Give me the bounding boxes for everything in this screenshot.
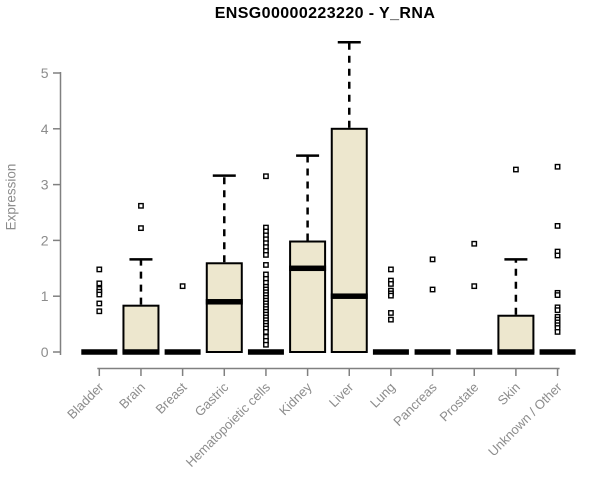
box-rect: [205, 262, 243, 354]
outlier-point: [554, 292, 561, 298]
flat-box: [372, 349, 409, 355]
x-tick-label: Kidney: [276, 379, 315, 418]
flat-box: [414, 349, 451, 355]
outlier-point: [96, 291, 103, 298]
outlier-point: [96, 308, 103, 315]
flat-box: [539, 349, 576, 355]
outlier-point: [388, 281, 394, 287]
outlier-point: [388, 316, 394, 323]
box-rect: [289, 240, 327, 354]
outlier-point: [554, 307, 561, 314]
flat-box: [164, 349, 201, 355]
x-tick-label: Brain: [116, 380, 148, 412]
flat-box: [247, 349, 284, 355]
x-tick-label: Prostate: [437, 380, 482, 425]
outlier-point: [554, 163, 561, 170]
outlier-point: [96, 300, 103, 307]
y-tick-label: 4: [41, 121, 49, 137]
x-tick-label: Unknown / Other: [485, 379, 565, 459]
outlier-point: [263, 341, 269, 348]
outlier-point: [263, 262, 269, 268]
x-tick-label: Lung: [367, 380, 398, 411]
outlier-point: [138, 202, 144, 209]
outlier-point: [96, 280, 103, 287]
median-line: [289, 265, 327, 272]
y-tick-label: 5: [41, 65, 49, 81]
median-line: [205, 299, 243, 305]
outlier-point: [471, 240, 478, 247]
median-line: [497, 349, 535, 355]
x-tick-label: Pancreas: [390, 379, 440, 429]
outlier-point: [263, 271, 269, 278]
outlier-point: [471, 283, 478, 290]
outlier-point: [96, 266, 103, 273]
flat-box: [456, 349, 493, 355]
x-tick-label: Breast: [153, 379, 190, 416]
y-tick-label: 3: [41, 177, 49, 193]
outlier-point: [429, 256, 436, 263]
chart-title: ENSG00000223220 - Y_RNA: [214, 5, 436, 22]
y-tick-label: 1: [41, 288, 49, 304]
outlier-point: [263, 252, 269, 258]
outlier-point: [263, 173, 269, 180]
flat-box: [81, 349, 118, 355]
box-rect: [122, 304, 160, 354]
outlier-point: [388, 292, 394, 299]
outlier-point: [554, 222, 561, 229]
outlier-point: [388, 310, 394, 316]
x-tick-label: Skin: [495, 380, 523, 408]
outlier-point: [554, 252, 561, 259]
median-line: [122, 349, 160, 355]
x-tick-label: Gastric: [192, 379, 232, 419]
outlier-point: [554, 329, 561, 335]
outlier-point: [513, 166, 519, 173]
y-tick-label: 0: [41, 344, 49, 360]
box-rect: [330, 127, 368, 353]
outlier-point: [263, 329, 269, 335]
outlier-point: [429, 286, 436, 293]
outlier-point: [179, 283, 186, 290]
median-line: [330, 293, 368, 299]
x-tick-label: Bladder: [64, 379, 107, 422]
outlier-point: [138, 225, 144, 232]
box-rect: [497, 314, 535, 354]
x-tick-label: Liver: [326, 379, 357, 410]
outlier-point: [388, 266, 394, 273]
y-tick-label: 2: [41, 232, 49, 248]
